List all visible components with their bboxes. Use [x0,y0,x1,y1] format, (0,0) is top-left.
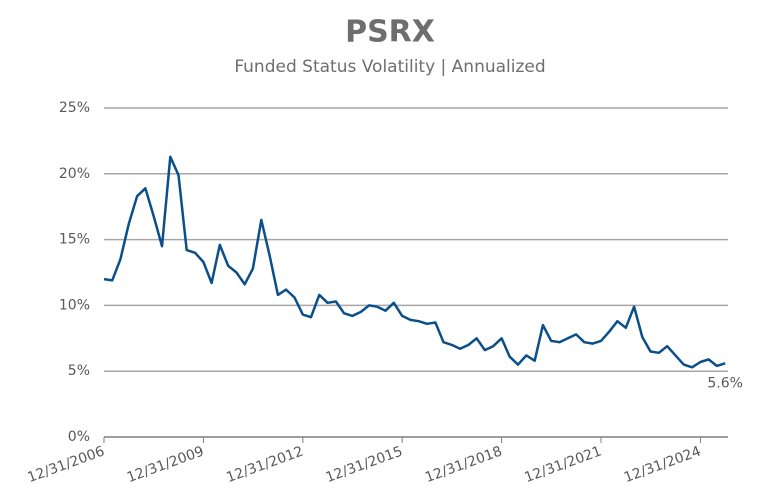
y-tick-label: 25% [59,100,90,116]
x-tick-label: 12/31/2024 [622,443,703,486]
chart-title: PSRX [345,15,435,50]
chart-subtitle: Funded Status Volatility | Annualized [234,57,545,77]
y-tick-label: 0% [68,429,90,445]
y-tick-label: 15% [59,232,90,248]
y-tick-label: 5% [68,363,90,379]
y-tick-label: 20% [59,166,90,182]
x-tick-label: 12/31/2006 [25,443,106,486]
line-series [103,155,726,369]
x-tick-label: 12/31/2012 [224,443,305,486]
y-tick-label: 10% [59,297,90,313]
value-label: 5.6% [707,375,743,391]
x-tick-label: 12/31/2009 [125,443,206,486]
x-tick-label: 12/31/2018 [423,443,504,486]
x-tick-label: 12/31/2021 [522,443,603,486]
x-tick-label: 12/31/2015 [324,443,405,486]
